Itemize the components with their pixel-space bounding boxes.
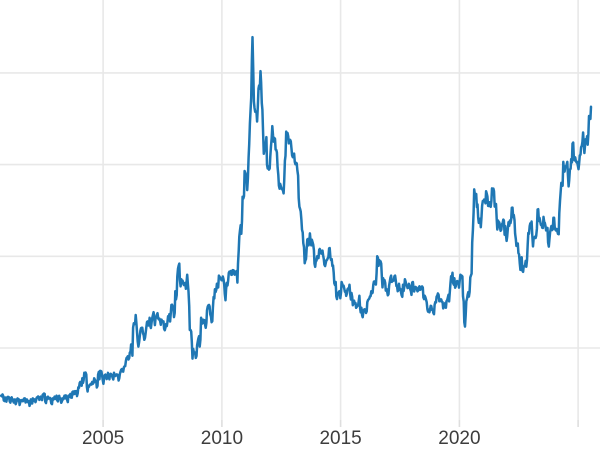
y-gridlines [0, 72, 600, 349]
x-tick-label: 2010 [201, 428, 243, 449]
x-tick-label: 2020 [438, 428, 480, 449]
line-series [0, 35, 593, 408]
x-tick-label: 2015 [319, 428, 361, 449]
x-tick-label: 2005 [82, 428, 124, 449]
x-gridlines [102, 0, 579, 420]
price-line [0, 35, 593, 408]
x-tick-marks [102, 420, 579, 427]
x-tick-labels: 2005 2010 2015 2020 [82, 428, 481, 449]
